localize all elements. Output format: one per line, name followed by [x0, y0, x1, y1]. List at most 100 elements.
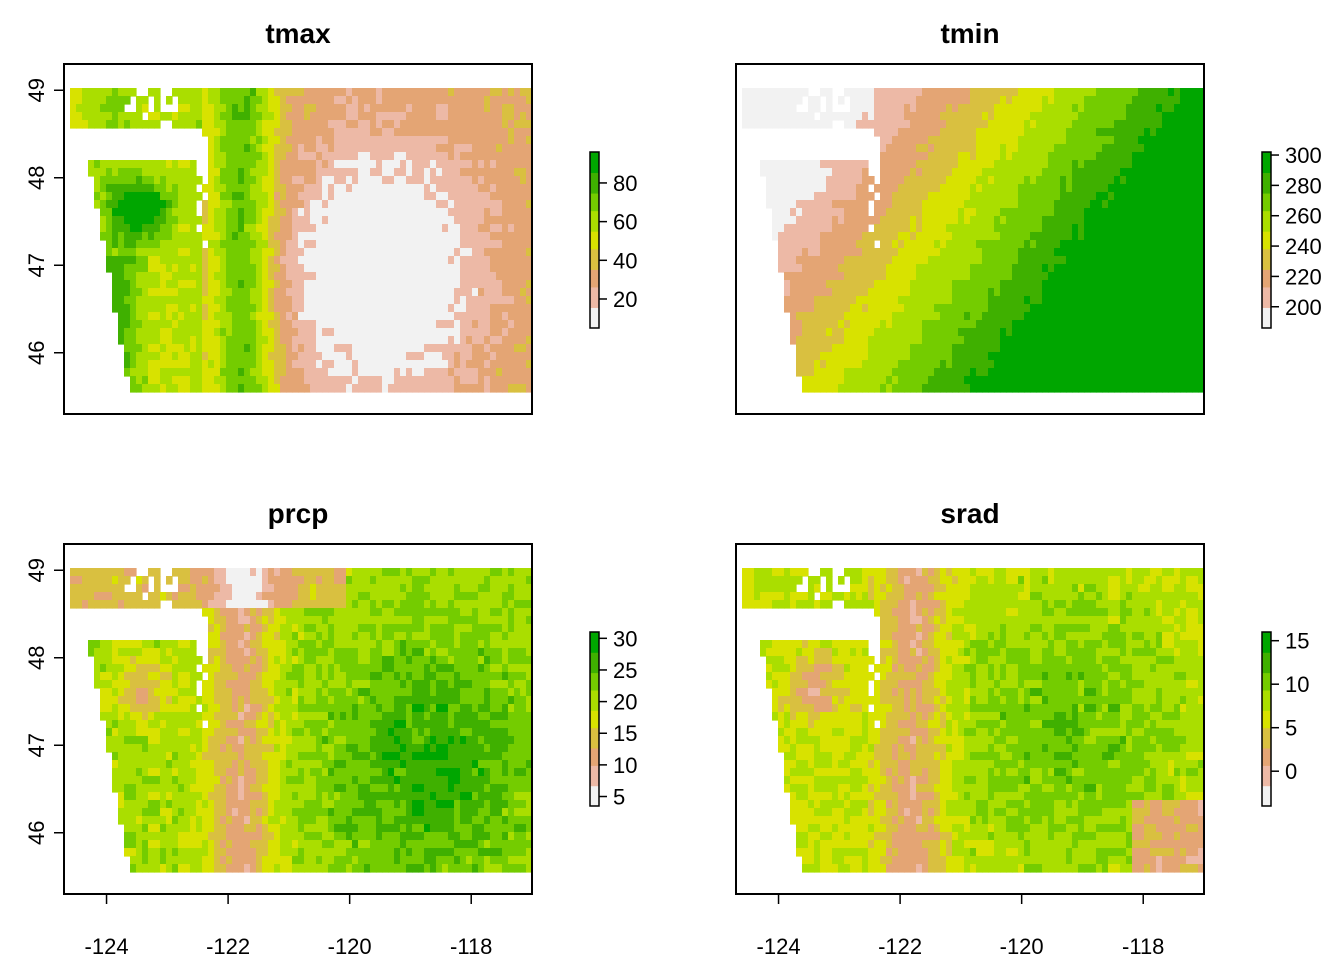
raster-cell [1096, 184, 1103, 193]
raster-cell [1084, 224, 1091, 233]
raster-cell [442, 224, 449, 233]
raster-cell [400, 96, 407, 105]
raster-cell [1000, 152, 1007, 161]
raster-cell [112, 304, 119, 313]
raster-cell [940, 96, 947, 105]
raster-cell [370, 256, 377, 265]
raster-cell [1132, 264, 1139, 273]
raster-cell [466, 304, 473, 313]
y-tick-label: 48 [24, 166, 49, 190]
raster-cell [436, 136, 443, 145]
raster-cell [298, 280, 305, 289]
raster-cell [976, 152, 983, 161]
raster-cell [244, 312, 251, 321]
raster-cell [286, 384, 293, 393]
raster-cell [226, 192, 233, 201]
raster-cell [1024, 280, 1031, 289]
raster-cell [166, 312, 173, 321]
raster-cell [1132, 304, 1139, 313]
raster-cell [370, 240, 377, 249]
raster-cell [808, 216, 815, 225]
raster-cell [346, 216, 353, 225]
raster-cell [1126, 280, 1133, 289]
raster-cell [340, 288, 347, 297]
raster-cell [1096, 320, 1103, 329]
raster-cell [1084, 152, 1091, 161]
raster-cell [1168, 232, 1175, 241]
raster-cell [208, 232, 215, 241]
raster-cell [970, 200, 977, 209]
raster-cell [262, 272, 269, 281]
raster-cell [358, 296, 365, 305]
raster-cell [802, 112, 809, 121]
raster-cell [1156, 136, 1163, 145]
raster-cell [1078, 344, 1085, 353]
raster-cell [226, 304, 233, 313]
raster-cell [496, 280, 503, 289]
raster-cell [1132, 256, 1139, 265]
raster-cell [982, 336, 989, 345]
raster-cell [514, 184, 521, 193]
raster-cell [1174, 216, 1181, 225]
raster-cell [328, 192, 335, 201]
raster-cell [382, 376, 389, 385]
raster-cell [400, 368, 407, 377]
raster-cell [1036, 256, 1043, 265]
raster-cell [196, 216, 203, 225]
raster-cell [1072, 240, 1079, 249]
raster-cell [1162, 304, 1169, 313]
raster-cell [1150, 208, 1157, 217]
raster-cell [910, 128, 917, 137]
raster-cell [340, 168, 347, 177]
raster-cell [502, 120, 509, 129]
raster-cell [412, 120, 419, 129]
raster-cell [946, 104, 953, 113]
raster-cell [1072, 96, 1079, 105]
raster-cell [334, 328, 341, 337]
raster-cell [922, 280, 929, 289]
raster-cell [1108, 312, 1115, 321]
raster-cell [520, 184, 527, 193]
raster-cell [460, 232, 467, 241]
raster-cell [868, 248, 875, 257]
raster-cell [364, 280, 371, 289]
raster-cell [1000, 200, 1007, 209]
raster-cell [1174, 304, 1181, 313]
raster-cell [334, 144, 341, 153]
raster-cell [898, 232, 905, 241]
raster-cell [952, 152, 959, 161]
raster-cell [496, 176, 503, 185]
raster-cell [292, 104, 299, 113]
raster-cell [922, 240, 929, 249]
raster-cell [436, 280, 443, 289]
raster-cell [364, 192, 371, 201]
raster-cell [256, 120, 263, 129]
raster-cell [250, 160, 257, 169]
raster-cell [154, 160, 161, 169]
raster-cell [994, 112, 1001, 121]
raster-cell [1186, 96, 1193, 105]
raster-cell [322, 328, 329, 337]
raster-cell [448, 152, 455, 161]
raster-cell [130, 240, 137, 249]
raster-cell [1096, 120, 1103, 129]
raster-cell [256, 208, 263, 217]
raster-cell [1180, 224, 1187, 233]
raster-cell [886, 256, 893, 265]
raster-cell [472, 304, 479, 313]
raster-cell [808, 160, 815, 169]
raster-cell [1144, 232, 1151, 241]
raster-cell [1126, 216, 1133, 225]
raster-cell [394, 376, 401, 385]
raster-cell [70, 104, 77, 113]
raster-cell [976, 224, 983, 233]
raster-cell [796, 216, 803, 225]
raster-cell [472, 264, 479, 273]
raster-cell [352, 272, 359, 281]
raster-cell [178, 224, 185, 233]
raster-cell [238, 208, 245, 217]
raster-cell [382, 336, 389, 345]
raster-cell [1024, 224, 1031, 233]
raster-cell [136, 320, 143, 329]
